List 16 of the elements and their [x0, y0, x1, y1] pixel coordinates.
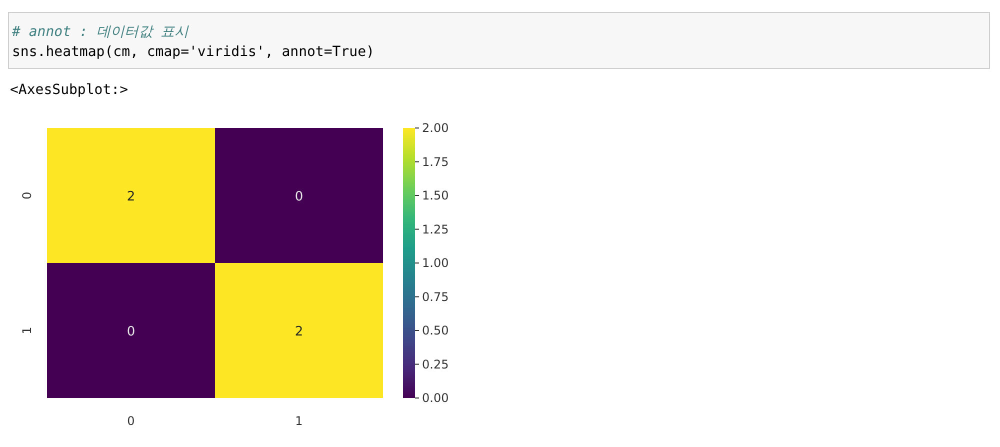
- color-bar-label: 0.50: [422, 324, 449, 338]
- data-label: 0: [126, 324, 136, 340]
- color-bar-label: 1.25: [422, 222, 449, 236]
- text: sns.heatmap(cm, cmap='viridis', annot=True): [12, 44, 374, 60]
- text: <AxesSubplot:>: [10, 82, 128, 98]
- text: # annot : 데이터값 표시: [11, 24, 190, 40]
- color-bar-label: 1.00: [422, 256, 449, 270]
- data-label: 2: [126, 190, 136, 204]
- color-bar-label: 1.75: [422, 154, 449, 169]
- color-bar-label: 1.50: [422, 188, 449, 202]
- color-bar-label: 2.00: [422, 121, 449, 135]
- data-label: 2: [294, 324, 304, 340]
- color-bar-label: 0.00: [422, 391, 449, 405]
- data-label: 0: [294, 190, 304, 204]
- color-bar-label: 0.75: [422, 290, 449, 304]
- color-bar-label: 0.25: [422, 357, 449, 372]
